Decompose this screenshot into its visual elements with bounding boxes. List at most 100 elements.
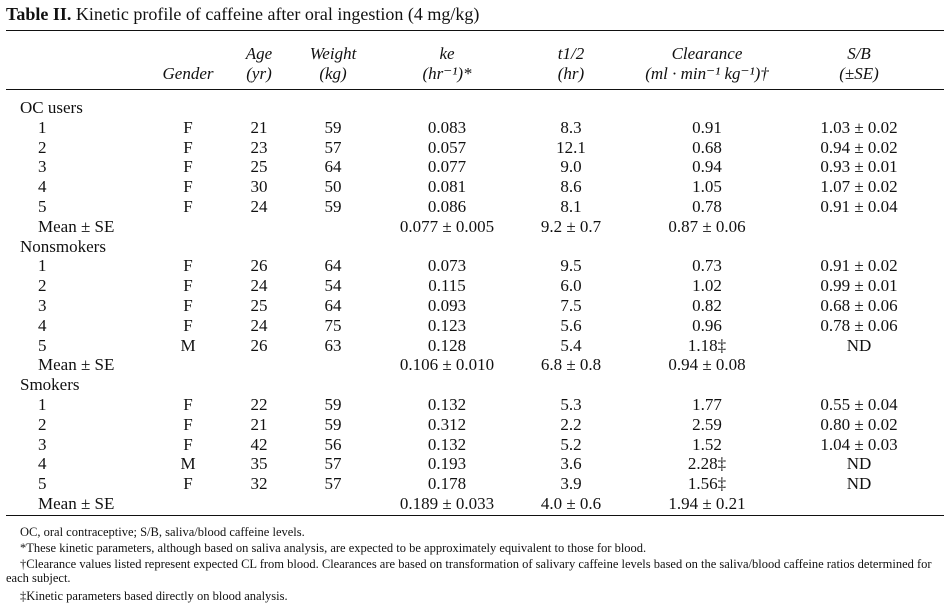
header-t-half-line-1: t1/2 — [557, 44, 585, 63]
cell-sb: 0.91 ± 0.02 — [820, 256, 898, 276]
cell-gender: M — [180, 335, 196, 355]
top-rule — [6, 30, 944, 31]
table-row: 4 M 35 57 0.193 3.6 2.28‡ ND — [0, 454, 949, 474]
table-row: 5 F 32 57 0.178 3.9 1.56‡ ND — [0, 474, 949, 494]
group-row: Smokers — [0, 375, 949, 395]
cell-ke: 0.128 — [427, 335, 467, 355]
cell-ke: 0.073 — [427, 256, 467, 276]
cell-weight: 64 — [324, 157, 342, 177]
mean-t-half: 9.2 ± 0.7 — [540, 216, 602, 236]
cell-weight: 59 — [324, 395, 342, 414]
cell-ke: 0.081 — [427, 177, 467, 197]
cell-weight: 57 — [324, 137, 342, 157]
cell-ke: 0.093 — [427, 296, 467, 315]
group-row: OC users — [0, 98, 949, 118]
header-clearance-line-1: Clearance — [671, 44, 743, 63]
cell-gender: F — [183, 434, 193, 454]
cell-t-half: 5.4 — [560, 335, 582, 355]
group-name: Nonsmokers — [20, 236, 106, 256]
cell-age: 24 — [250, 315, 268, 335]
cell-age: 22 — [250, 395, 268, 414]
header-weight-line-1: Weight — [309, 44, 357, 63]
subject-id: 1 — [38, 117, 47, 137]
mean-row: Mean ± SE 0.189 ± 0.033 4.0 ± 0.6 1.94 ± 0.… — [0, 494, 949, 514]
table-row: 3 F 25 64 0.077 9.0 0.94 0.93 ± 0.01 — [0, 157, 949, 177]
cell-sb: ND — [846, 335, 872, 355]
cell-clearance: 0.82 — [692, 296, 722, 315]
cell-weight: 63 — [324, 335, 342, 355]
cell-clearance: 2.59 — [692, 414, 722, 434]
header-ke-line-1: ke — [439, 44, 455, 63]
table-row: 1 F 22 59 0.132 5.3 1.77 0.55 ± 0.04 — [0, 395, 949, 415]
subject-id: 4 — [38, 454, 47, 474]
cell-age: 26 — [250, 335, 268, 355]
table-row: 2 F 23 57 0.057 12.1 0.68 0.94 ± 0.02 — [0, 138, 949, 158]
cell-t-half: 8.1 — [560, 197, 582, 216]
table-row: 4 F 24 75 0.123 5.6 0.96 0.78 ± 0.06 — [0, 316, 949, 336]
cell-weight: 54 — [324, 276, 342, 296]
cell-clearance: 1.77 — [692, 395, 722, 414]
cell-gender: F — [183, 474, 193, 494]
mean-label: Mean ± SE — [38, 494, 115, 513]
cell-ke: 0.132 — [427, 434, 467, 454]
cell-sb: 0.91 ± 0.04 — [820, 197, 898, 216]
cell-ke: 0.193 — [427, 454, 467, 474]
cell-weight: 59 — [324, 117, 342, 137]
cell-age: 24 — [250, 197, 268, 216]
cell-gender: F — [183, 117, 193, 137]
footnote-1: OC, oral contraceptive; S/B, saliva/bloo… — [20, 525, 305, 539]
header-age: Age (yr) — [169, 44, 349, 84]
cell-sb: 0.99 ± 0.01 — [820, 276, 898, 296]
subject-id: 4 — [38, 315, 47, 335]
cell-clearance: 0.94 — [692, 157, 722, 177]
cell-gender: F — [183, 256, 193, 276]
cell-clearance: 0.68 — [692, 137, 722, 157]
cell-clearance: 0.78 — [692, 197, 722, 216]
cell-gender: F — [183, 395, 193, 414]
cell-t-half: 8.3 — [560, 117, 582, 137]
subject-id: 5 — [38, 335, 47, 355]
cell-age: 30 — [250, 177, 268, 197]
header-sb-line-2: (±SE) — [839, 64, 879, 83]
subject-id: 1 — [38, 256, 47, 276]
cell-sb: ND — [846, 454, 872, 474]
header-age-line-2: (yr) — [246, 64, 272, 83]
header-t-half-line-2: (hr) — [557, 64, 585, 83]
cell-ke: 0.077 — [427, 157, 467, 177]
table-row: 1 F 26 64 0.073 9.5 0.73 0.91 ± 0.02 — [0, 256, 949, 276]
header-clearance: Clearance (ml · min⁻¹ kg⁻¹)† — [617, 44, 797, 84]
cell-t-half: 8.6 — [560, 177, 582, 197]
subject-id: 3 — [38, 434, 47, 454]
cell-sb: 0.94 ± 0.02 — [820, 137, 898, 157]
cell-gender: F — [183, 276, 193, 296]
footnote-3: †Clearance values listed represent expec… — [6, 557, 932, 585]
subject-id: 5 — [38, 197, 47, 216]
cell-age: 32 — [250, 474, 268, 494]
table-caption: Kinetic profile of caffeine after oral i… — [75, 4, 480, 24]
mean-ke: 0.077 ± 0.005 — [399, 216, 495, 236]
cell-gender: F — [183, 315, 193, 335]
cell-weight: 59 — [324, 414, 342, 434]
table-row: 5 M 26 63 0.128 5.4 1.18‡ ND — [0, 336, 949, 356]
cell-ke: 0.083 — [427, 117, 467, 137]
cell-clearance: 1.05 — [692, 177, 722, 197]
group-row: Nonsmokers — [0, 237, 949, 257]
header-sb: S/B (±SE) — [769, 44, 949, 84]
subject-id: 3 — [38, 296, 47, 315]
cell-gender: F — [183, 177, 193, 197]
cell-weight: 64 — [324, 296, 342, 315]
header-ke-line-2: (hr⁻¹)* — [422, 64, 472, 83]
table-row: 1 F 21 59 0.083 8.3 0.91 1.03 ± 0.02 — [0, 118, 949, 138]
cell-weight: 59 — [324, 197, 342, 216]
mean-row: Mean ± SE 0.106 ± 0.010 6.8 ± 0.8 0.94 ± 0.… — [0, 355, 949, 375]
cell-ke: 0.115 — [428, 276, 466, 296]
mean-t-half: 4.0 ± 0.6 — [540, 494, 602, 513]
group-name: OC users — [20, 98, 83, 117]
mean-clearance: 0.87 ± 0.06 — [668, 216, 746, 236]
cell-sb: ND — [846, 474, 872, 494]
cell-age: 26 — [250, 256, 268, 276]
cell-gender: F — [183, 137, 193, 157]
subject-id: 2 — [38, 414, 47, 434]
cell-gender: M — [180, 454, 196, 474]
